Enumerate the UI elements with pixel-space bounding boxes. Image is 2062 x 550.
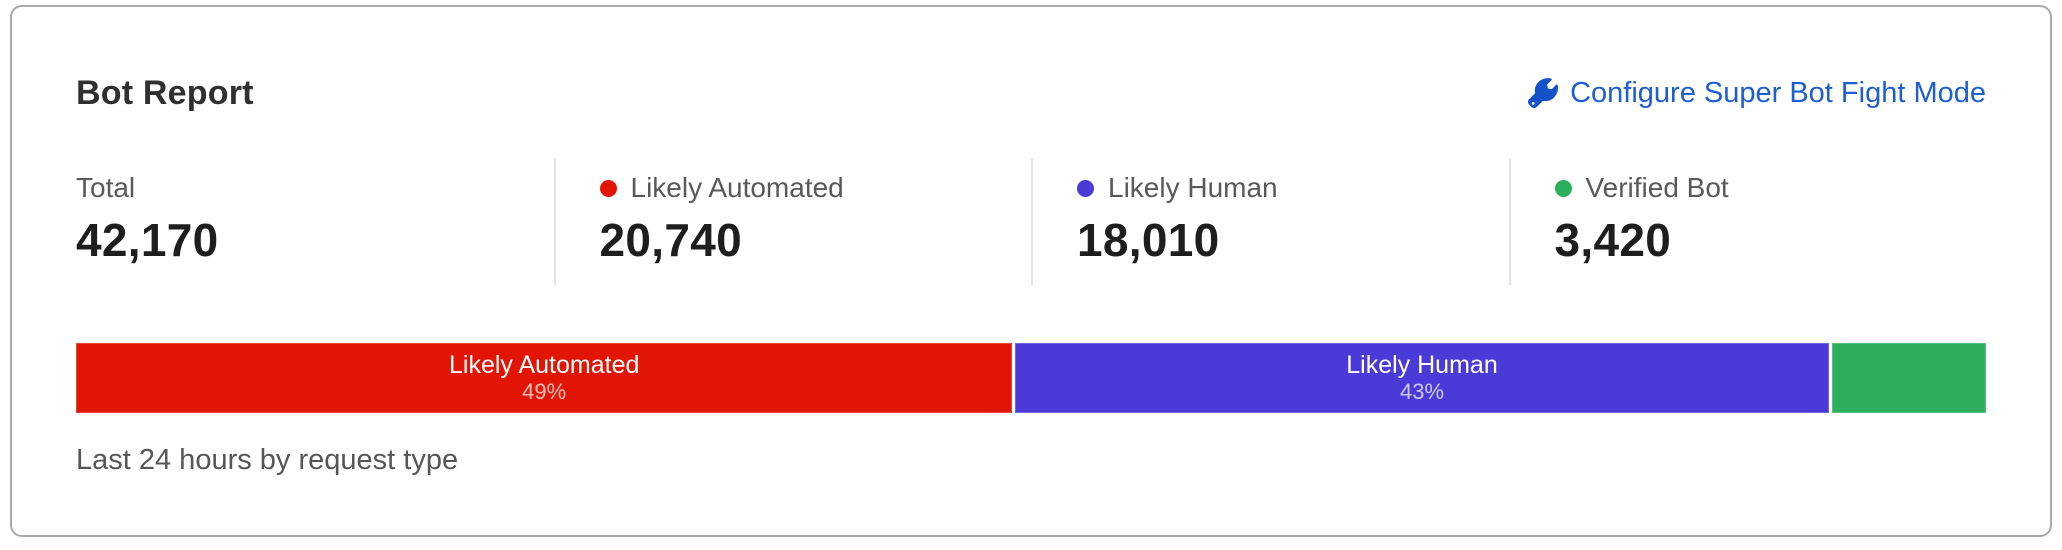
stat-likely-automated: Likely Automated 20,740 [553,159,1032,285]
stats-row: Total 42,170 Likely Automated 20,740 Lik… [76,159,1986,285]
stat-label-verified-bot: Verified Bot [1585,172,1729,203]
stat-label-likely-automated: Likely Automated [630,172,844,203]
stat-value-total: 42,170 [76,214,219,266]
page-title: Bot Report [76,73,254,112]
bar-segment-likely-human[interactable]: Likely Human 43% [1015,343,1829,413]
stat-value-likely-human: 18,010 [1077,214,1220,266]
bot-report-card: Bot Report Configure Super Bot Fight Mod… [10,5,2052,537]
stat-dot-likely-human [1077,179,1094,197]
bar-segment-verified-bot[interactable] [1831,343,1986,413]
configure-super-bot-fight-mode-link[interactable]: Configure Super Bot Fight Mode [1528,77,1986,110]
stat-label-likely-human: Likely Human [1108,172,1278,203]
stat-label-total: Total [76,172,136,203]
wrench-icon [1528,78,1559,108]
stat-dot-verified-bot [1554,179,1572,197]
bar-segment-percent: 43% [1399,379,1445,404]
stat-value-likely-automated: 20,740 [599,214,742,266]
stat-dot-likely-automated [599,179,617,197]
stat-total: Total 42,170 [76,159,554,285]
stat-value-verified-bot: 3,420 [1554,214,1672,266]
stat-likely-human: Likely Human 18,010 [1031,159,1509,285]
stat-verified-bot: Verified Bot 3,420 [1508,159,1987,285]
bot-distribution-bar: Likely Automated 49% Likely Human 43% [76,343,1986,413]
configure-link-label: Configure Super Bot Fight Mode [1570,76,1986,109]
bar-segment-label: Likely Human [1346,351,1498,379]
bar-segment-likely-automated[interactable]: Likely Automated 49% [76,343,1013,413]
card-header: Bot Report Configure Super Bot Fight Mod… [76,71,1986,115]
time-range-note: Last 24 hours by request type [76,444,459,476]
bar-segment-label: Likely Automated [448,351,640,379]
bar-segment-percent: 49% [522,379,567,404]
